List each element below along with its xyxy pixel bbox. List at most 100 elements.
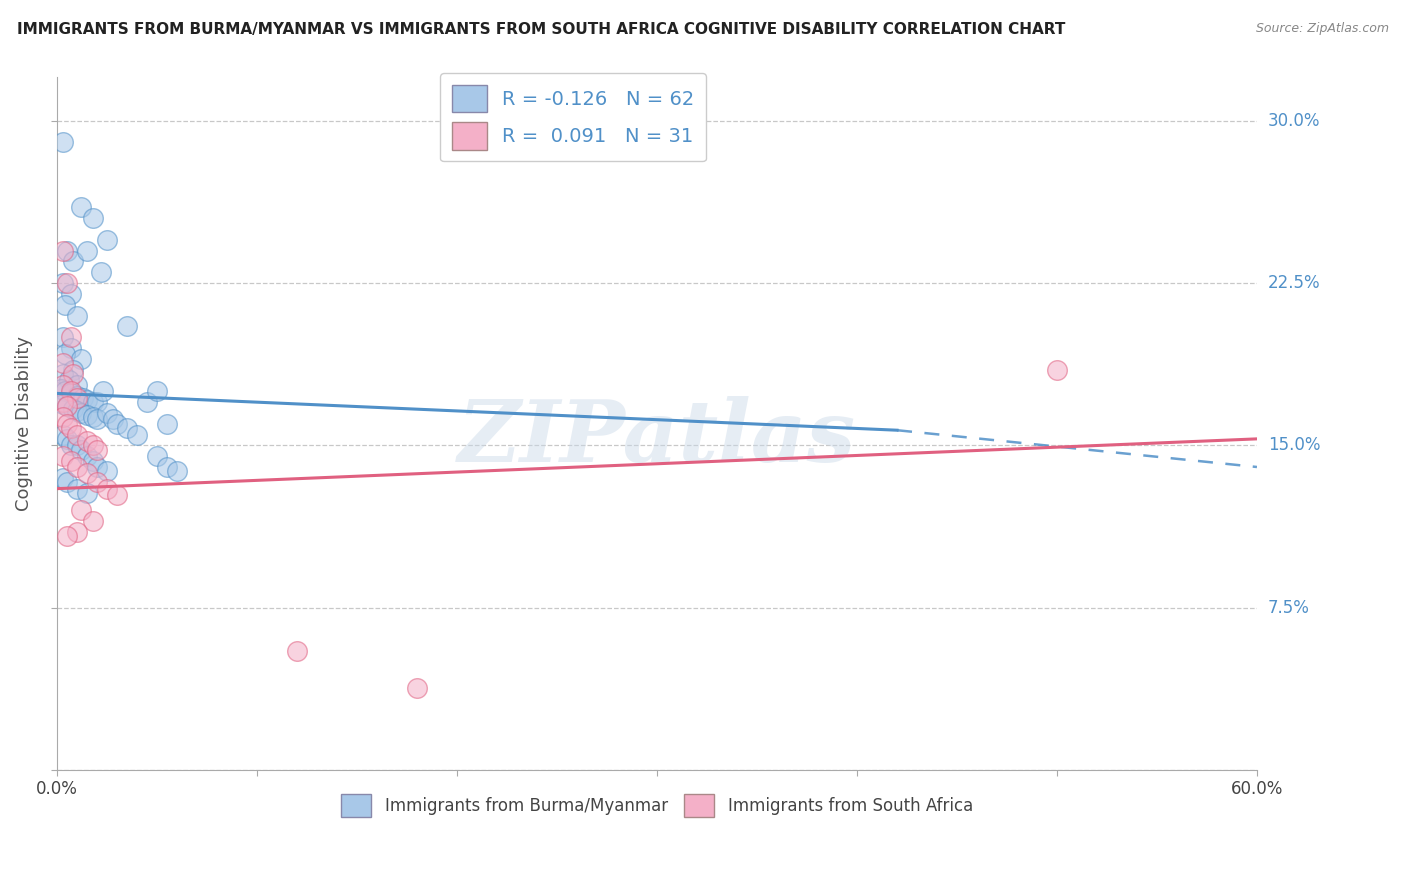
- Point: [117, 421, 139, 435]
- Point: [82, 410, 104, 425]
- Point: [127, 427, 149, 442]
- Point: [66, 482, 89, 496]
- Point: [166, 464, 188, 478]
- Point: [60, 384, 83, 399]
- Point: [70, 406, 93, 420]
- Point: [56, 529, 79, 543]
- Point: [56, 276, 79, 290]
- Point: [86, 412, 108, 426]
- Point: [146, 384, 169, 399]
- Point: [76, 408, 98, 422]
- Point: [62, 367, 84, 381]
- Point: [52, 367, 75, 381]
- Point: [52, 244, 75, 258]
- Point: [66, 377, 89, 392]
- Text: IMMIGRANTS FROM BURMA/MYANMAR VS IMMIGRANTS FROM SOUTH AFRICA COGNITIVE DISABILI: IMMIGRANTS FROM BURMA/MYANMAR VS IMMIGRA…: [17, 22, 1066, 37]
- Point: [70, 200, 93, 214]
- Legend: Immigrants from Burma/Myanmar, Immigrants from South Africa: Immigrants from Burma/Myanmar, Immigrant…: [335, 787, 980, 824]
- Point: [60, 421, 83, 435]
- Point: [105, 488, 128, 502]
- Point: [70, 442, 93, 457]
- Point: [285, 644, 308, 658]
- Point: [76, 434, 98, 448]
- Point: [56, 400, 79, 414]
- Point: [51, 382, 73, 396]
- Point: [58, 373, 80, 387]
- Point: [60, 330, 83, 344]
- Point: [62, 362, 84, 376]
- Point: [156, 460, 179, 475]
- Y-axis label: Cognitive Disability: Cognitive Disability: [15, 336, 32, 511]
- Point: [406, 681, 429, 695]
- Point: [117, 319, 139, 334]
- Point: [66, 427, 89, 442]
- Point: [66, 388, 89, 402]
- Text: Source: ZipAtlas.com: Source: ZipAtlas.com: [1256, 22, 1389, 36]
- Point: [56, 432, 79, 446]
- Point: [66, 391, 89, 405]
- Point: [52, 330, 75, 344]
- Point: [66, 309, 89, 323]
- Point: [96, 406, 118, 420]
- Point: [72, 391, 94, 405]
- Point: [76, 467, 98, 481]
- Point: [60, 386, 83, 401]
- Point: [76, 486, 98, 500]
- Point: [52, 136, 75, 150]
- Point: [136, 395, 159, 409]
- Point: [52, 377, 75, 392]
- Point: [52, 276, 75, 290]
- Point: [86, 475, 108, 490]
- Point: [82, 395, 104, 409]
- Point: [82, 211, 104, 226]
- Point: [52, 427, 75, 442]
- Point: [52, 449, 75, 463]
- Point: [86, 460, 108, 475]
- Point: [76, 449, 98, 463]
- Point: [86, 442, 108, 457]
- Point: [52, 410, 75, 425]
- Point: [60, 286, 83, 301]
- Text: 22.5%: 22.5%: [1268, 274, 1320, 292]
- Point: [86, 395, 108, 409]
- Text: 30.0%: 30.0%: [1268, 112, 1320, 129]
- Point: [91, 384, 114, 399]
- Point: [96, 464, 118, 478]
- Point: [60, 341, 83, 355]
- Point: [52, 356, 75, 370]
- Point: [70, 503, 93, 517]
- Point: [56, 417, 79, 431]
- Point: [62, 401, 84, 416]
- Point: [53, 298, 76, 312]
- Text: ZIPatlas: ZIPatlas: [458, 396, 856, 479]
- Point: [66, 460, 89, 475]
- Point: [56, 475, 79, 490]
- Point: [66, 524, 89, 539]
- Point: [53, 347, 76, 361]
- Point: [66, 403, 89, 417]
- Point: [156, 417, 179, 431]
- Text: 7.5%: 7.5%: [1268, 599, 1310, 616]
- Text: 15.0%: 15.0%: [1268, 436, 1320, 454]
- Point: [96, 482, 118, 496]
- Point: [56, 244, 79, 258]
- Point: [76, 244, 98, 258]
- Point: [52, 471, 75, 485]
- Point: [146, 449, 169, 463]
- Point: [1046, 362, 1069, 376]
- Point: [82, 514, 104, 528]
- Point: [66, 438, 89, 452]
- Point: [60, 438, 83, 452]
- Point: [82, 453, 104, 467]
- Point: [105, 417, 128, 431]
- Point: [103, 412, 125, 426]
- Point: [90, 265, 112, 279]
- Point: [82, 438, 104, 452]
- Point: [60, 453, 83, 467]
- Point: [70, 351, 93, 366]
- Point: [96, 233, 118, 247]
- Point: [56, 400, 79, 414]
- Point: [52, 395, 75, 409]
- Point: [52, 397, 75, 411]
- Point: [53, 384, 76, 399]
